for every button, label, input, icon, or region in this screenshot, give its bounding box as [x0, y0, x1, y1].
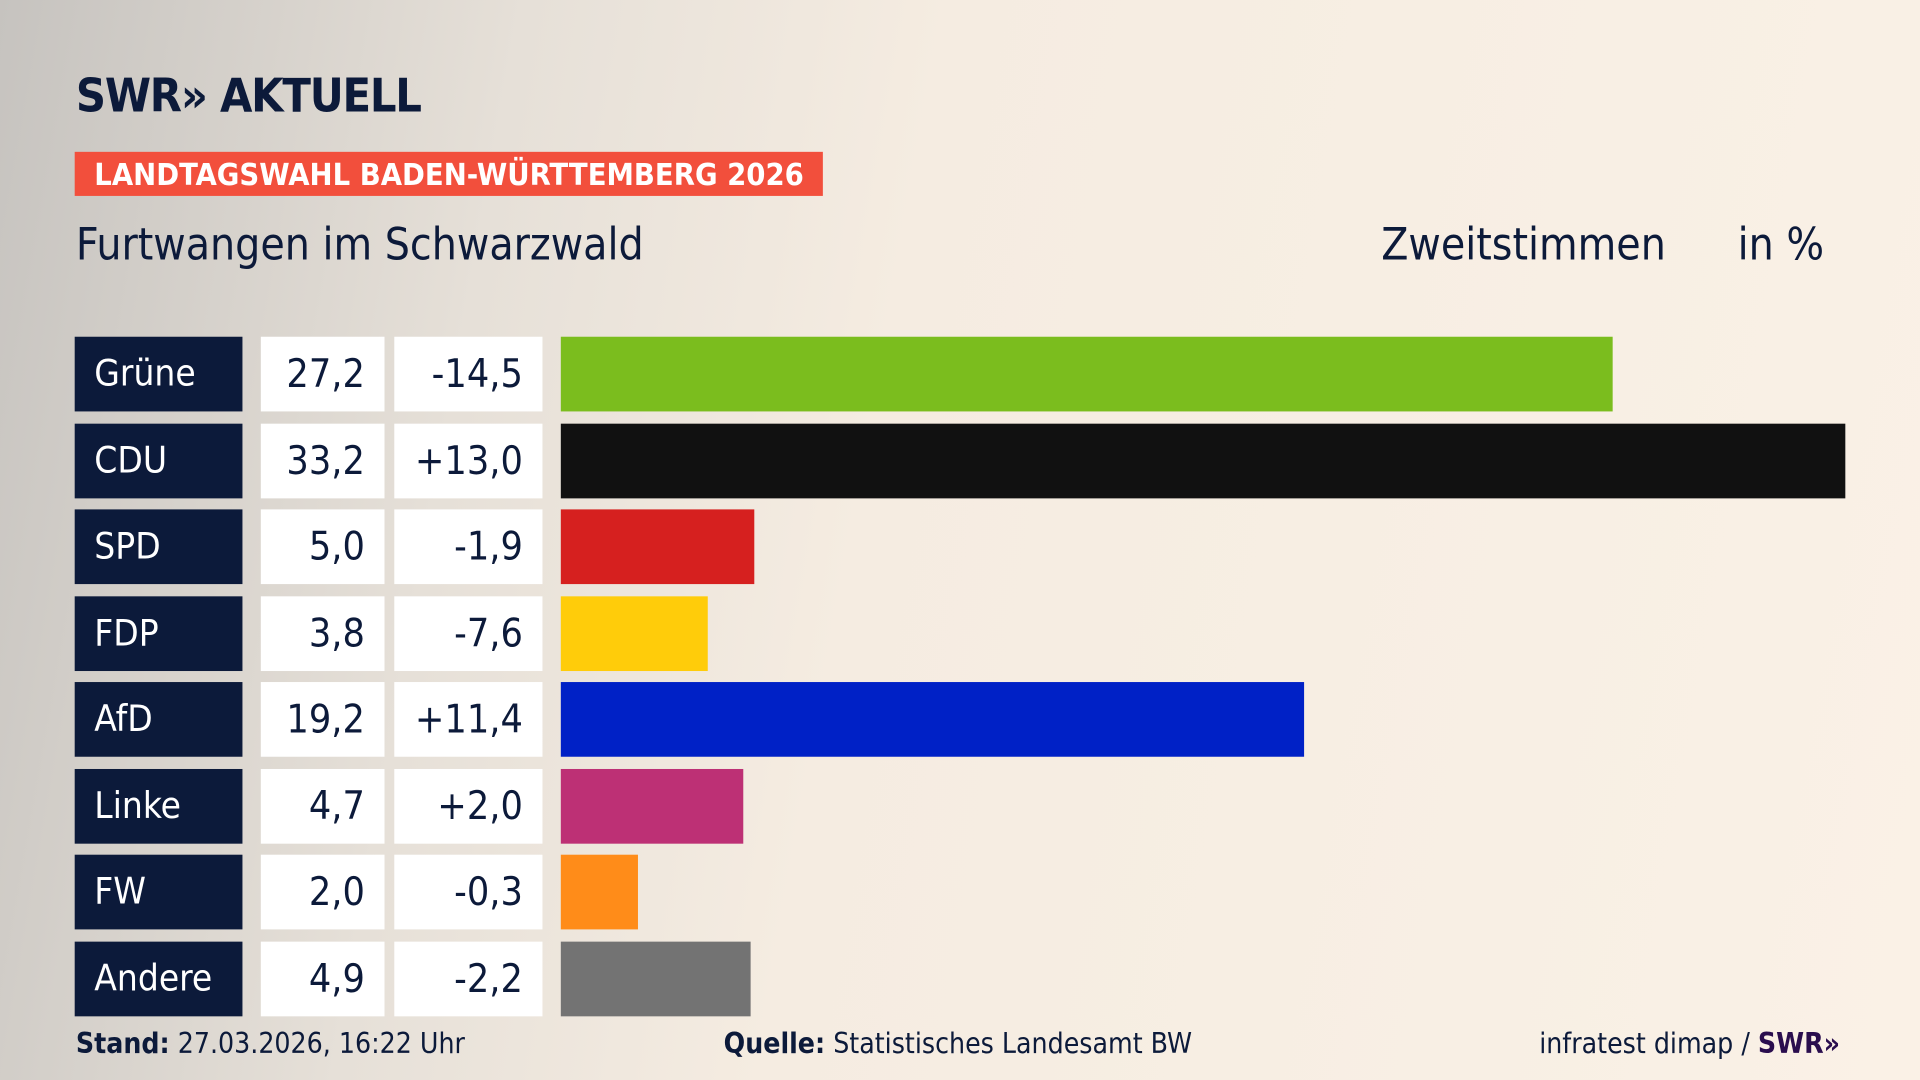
- diff-label: +11,4: [394, 682, 543, 757]
- party-label: Linke: [74, 768, 243, 844]
- diff-label: -14,5: [394, 336, 543, 412]
- diff-label: -1,9: [394, 509, 543, 585]
- bar: [560, 509, 755, 585]
- bar: [560, 336, 1614, 412]
- diff-label: -0,3: [394, 854, 543, 930]
- stand-value: 27.03.2026, 16:22 Uhr: [177, 1028, 465, 1061]
- source: Quelle: Statistisches Landesamt BW: [724, 1029, 1192, 1061]
- metric-label: Zweitstimmen: [1381, 220, 1666, 271]
- source-label: Quelle:: [723, 1028, 826, 1061]
- place-title: Furtwangen im Schwarzwald: [75, 220, 644, 271]
- party-label: Grüne: [74, 336, 243, 412]
- bar: [560, 854, 639, 930]
- bar: [560, 768, 743, 844]
- credit: infratest dimap / SWR»: [1539, 1029, 1840, 1061]
- bar: [560, 941, 751, 1016]
- party-label: FW: [74, 854, 243, 930]
- unit-label: in %: [1737, 220, 1825, 271]
- diff-label: -7,6: [394, 595, 543, 671]
- value-label: 5,0: [260, 509, 385, 585]
- election-badge: LANDTAGSWAHL BADEN-WÜRTTEMBERG 2026: [74, 151, 824, 196]
- value-label: 4,7: [260, 768, 385, 844]
- party-label: FDP: [74, 595, 243, 671]
- value-label: 2,0: [260, 854, 385, 930]
- timestamp: Stand: 27.03.2026, 16:22 Uhr: [76, 1029, 465, 1061]
- bar: [560, 423, 1846, 498]
- value-label: 19,2: [260, 682, 385, 757]
- swr-logo: SWR»: [1757, 1028, 1841, 1061]
- bar: [560, 682, 1304, 757]
- source-value: Statistisches Landesamt BW: [833, 1028, 1193, 1061]
- party-label: AfD: [74, 682, 243, 757]
- diff-label: -2,2: [394, 941, 543, 1016]
- value-label: 27,2: [260, 336, 385, 412]
- swr-aktuell-logo: SWR» AKTUELL: [75, 68, 422, 123]
- credit-text: infratest dimap /: [1539, 1028, 1758, 1061]
- bar: [560, 595, 708, 671]
- value-label: 4,9: [260, 941, 385, 1016]
- value-label: 3,8: [260, 595, 385, 671]
- party-label: Andere: [74, 941, 243, 1016]
- diff-label: +2,0: [394, 768, 543, 844]
- party-label: CDU: [74, 423, 243, 498]
- diff-label: +13,0: [394, 423, 543, 498]
- party-label: SPD: [74, 509, 243, 585]
- stand-label: Stand:: [75, 1028, 170, 1061]
- value-label: 33,2: [260, 423, 385, 498]
